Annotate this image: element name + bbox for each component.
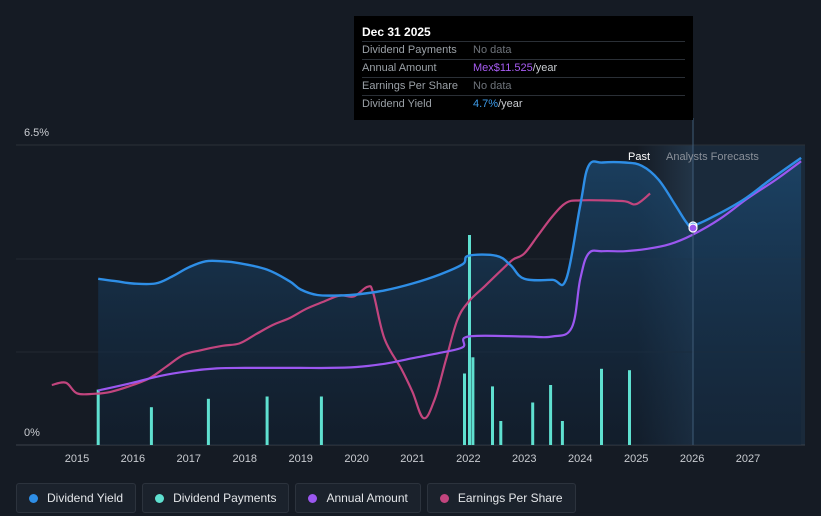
tooltip-row-earnings-per-share: Earnings Per Share No data xyxy=(362,77,685,95)
x-tick-label: 2022 xyxy=(456,453,480,465)
y-label-top: 6.5% xyxy=(24,127,49,139)
legend-label: Dividend Payments xyxy=(173,491,277,505)
legend-label: Earnings Per Share xyxy=(457,491,563,505)
chart-legend: Dividend Yield Dividend Payments Annual … xyxy=(16,483,576,513)
past-label: Past xyxy=(628,151,650,163)
legend-dot-icon xyxy=(308,493,318,503)
annual-marker xyxy=(688,223,698,233)
x-tick-label: 2025 xyxy=(624,453,648,465)
tooltip-value: 4.7% xyxy=(473,98,499,110)
dividend-payment-bar xyxy=(491,386,494,445)
legend-earnings-per-share[interactable]: Earnings Per Share xyxy=(426,483,576,513)
tooltip-value: Mex$11.525 xyxy=(473,62,533,74)
dividend-payment-bar xyxy=(96,389,100,445)
tooltip-row-dividend-yield: Dividend Yield 4.7%/year xyxy=(362,95,685,113)
chart-tooltip: Dec 31 2025 Dividend Payments No data An… xyxy=(354,16,693,120)
x-axis-ticks: 2015 2016 2017 2018 2019 2020 2021 2022 2023 2024… xyxy=(65,453,760,465)
y-label-bottom: 0% xyxy=(24,427,40,439)
dividend-payment-bar xyxy=(471,357,475,445)
dividend-payment-bar xyxy=(549,385,553,445)
dividend-payment-bar xyxy=(149,407,153,445)
tooltip-value: No data xyxy=(473,80,512,92)
dividend-yield-line xyxy=(98,156,802,297)
dividend-yield-area xyxy=(98,157,802,445)
legend-dividend-payments[interactable]: Dividend Payments xyxy=(142,483,290,513)
x-tick-label: 2024 xyxy=(568,453,592,465)
forecast-label: Analysts Forecasts xyxy=(666,151,759,163)
x-tick-label: 2019 xyxy=(288,453,312,465)
earnings-per-share-line xyxy=(51,192,651,420)
x-tick-label: 2020 xyxy=(344,453,368,465)
tooltip-row-dividend-payments: Dividend Payments No data xyxy=(362,41,685,59)
dividend-payment-bar xyxy=(628,370,631,445)
legend-dot-icon xyxy=(155,493,165,503)
dividend-payment-bar xyxy=(468,235,471,445)
legend-dot-icon xyxy=(29,493,38,503)
x-tick-label: 2016 xyxy=(121,453,145,465)
tooltip-value: No data xyxy=(473,44,512,56)
dividend-payment-bar xyxy=(560,421,564,445)
x-tick-label: 2018 xyxy=(233,453,257,465)
dividend-payment-bar xyxy=(206,398,210,445)
dividend-payment-bar xyxy=(499,421,503,445)
dividend-payment-bar xyxy=(463,373,466,445)
dividend-payment-bar xyxy=(531,402,535,445)
legend-dividend-yield[interactable]: Dividend Yield xyxy=(16,483,137,513)
x-tick-label: 2017 xyxy=(177,453,201,465)
legend-label: Dividend Yield xyxy=(47,491,124,505)
tooltip-suffix: /year xyxy=(498,98,523,110)
x-tick-label: 2026 xyxy=(680,453,704,465)
tooltip-label: Earnings Per Share xyxy=(362,80,458,92)
tooltip-label: Dividend Payments xyxy=(362,44,457,56)
dividend-payments-bars xyxy=(96,235,631,445)
x-tick-label: 2015 xyxy=(65,453,89,465)
dividend-payment-bar xyxy=(600,368,603,445)
tooltip-label: Dividend Yield xyxy=(362,98,432,110)
x-tick-label: 2027 xyxy=(736,453,760,465)
x-tick-label: 2021 xyxy=(400,453,424,465)
tooltip-row-annual-amount: Annual Amount Mex$11.525/year xyxy=(362,59,685,77)
x-tick-label: 2023 xyxy=(512,453,536,465)
legend-annual-amount[interactable]: Annual Amount xyxy=(295,483,421,513)
tooltip-date: Dec 31 2025 xyxy=(362,25,431,39)
legend-dot-icon xyxy=(439,493,449,503)
dividend-payment-bar xyxy=(319,396,323,445)
tooltip-label: Annual Amount xyxy=(362,62,437,74)
legend-label: Annual Amount xyxy=(326,491,408,505)
annual-amount-line xyxy=(97,160,802,392)
dividend-payment-bar xyxy=(265,396,269,445)
tooltip-suffix: /year xyxy=(532,62,558,74)
